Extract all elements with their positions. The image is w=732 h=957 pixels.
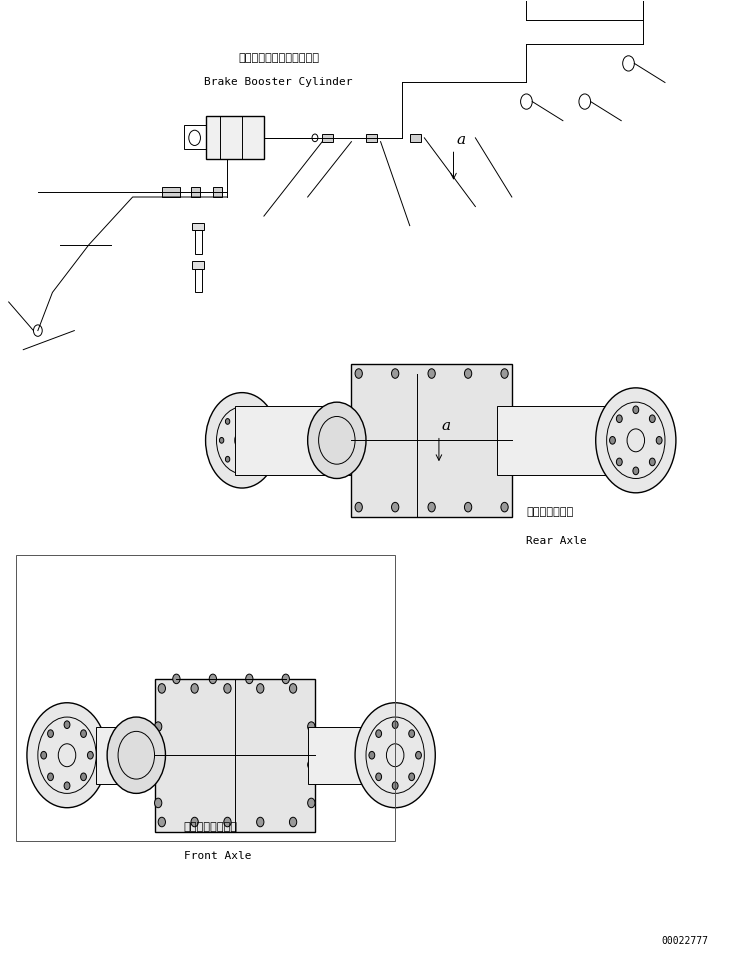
Bar: [16, 555, 395, 841]
Circle shape: [392, 502, 399, 512]
Circle shape: [501, 368, 508, 378]
Circle shape: [416, 751, 422, 759]
Circle shape: [48, 773, 53, 781]
Bar: [322, 134, 333, 142]
Circle shape: [376, 730, 381, 738]
Circle shape: [81, 730, 86, 738]
Circle shape: [209, 674, 217, 683]
Circle shape: [428, 502, 436, 512]
Circle shape: [610, 436, 616, 444]
Text: ブレーキブースタシリンダ: ブレーキブースタシリンダ: [238, 54, 319, 63]
Bar: [184, 125, 206, 149]
Circle shape: [257, 683, 264, 693]
Circle shape: [464, 502, 471, 512]
Circle shape: [107, 717, 165, 793]
Circle shape: [81, 773, 86, 781]
Circle shape: [64, 782, 70, 790]
Circle shape: [154, 798, 162, 808]
Circle shape: [355, 368, 362, 378]
Circle shape: [254, 418, 258, 424]
Text: フロントアクスル: フロントアクスル: [184, 822, 238, 832]
Text: a: a: [456, 133, 466, 146]
Circle shape: [289, 683, 296, 693]
Circle shape: [191, 683, 198, 693]
Circle shape: [355, 702, 436, 808]
Circle shape: [633, 467, 639, 475]
Circle shape: [307, 402, 366, 478]
Circle shape: [376, 773, 381, 781]
Circle shape: [464, 368, 471, 378]
Bar: [193, 223, 204, 231]
Circle shape: [154, 722, 162, 731]
Bar: [162, 188, 180, 197]
Circle shape: [392, 721, 398, 728]
Text: リヤーアクスル: リヤーアクスル: [526, 507, 574, 517]
Text: a: a: [441, 419, 451, 433]
Circle shape: [27, 702, 107, 808]
Circle shape: [307, 722, 315, 731]
Circle shape: [154, 760, 162, 769]
Circle shape: [616, 415, 622, 423]
Text: 00022777: 00022777: [662, 936, 709, 946]
Circle shape: [501, 502, 508, 512]
Circle shape: [633, 406, 639, 413]
Bar: [195, 269, 202, 293]
Circle shape: [48, 730, 53, 738]
Circle shape: [355, 502, 362, 512]
Circle shape: [240, 411, 244, 416]
Text: Front Axle: Front Axle: [184, 851, 251, 860]
Bar: [366, 134, 377, 142]
Circle shape: [225, 418, 230, 424]
Bar: [96, 726, 169, 784]
Circle shape: [289, 817, 296, 827]
Circle shape: [220, 437, 224, 443]
Circle shape: [307, 760, 315, 769]
Bar: [154, 679, 315, 832]
Circle shape: [257, 817, 264, 827]
Circle shape: [191, 817, 198, 827]
Circle shape: [408, 773, 414, 781]
Bar: [191, 188, 200, 197]
Circle shape: [392, 368, 399, 378]
Bar: [235, 406, 366, 475]
Circle shape: [261, 437, 265, 443]
Circle shape: [173, 674, 180, 683]
Circle shape: [408, 730, 414, 738]
Circle shape: [41, 751, 47, 759]
Bar: [206, 116, 264, 159]
Circle shape: [87, 751, 93, 759]
Text: Brake Booster Cylinder: Brake Booster Cylinder: [204, 78, 353, 87]
Bar: [213, 188, 222, 197]
Bar: [497, 406, 629, 475]
Bar: [307, 726, 381, 784]
Circle shape: [307, 798, 315, 808]
Circle shape: [240, 464, 244, 470]
Circle shape: [225, 456, 230, 462]
Circle shape: [392, 782, 398, 790]
Bar: [193, 261, 204, 269]
Circle shape: [369, 751, 375, 759]
Circle shape: [224, 817, 231, 827]
Circle shape: [649, 415, 655, 423]
Circle shape: [224, 683, 231, 693]
Bar: [410, 134, 421, 142]
Circle shape: [158, 683, 165, 693]
Circle shape: [428, 368, 436, 378]
Circle shape: [282, 674, 289, 683]
Circle shape: [616, 458, 622, 466]
Bar: [195, 231, 202, 255]
Circle shape: [254, 456, 258, 462]
Text: Rear Axle: Rear Axle: [526, 536, 587, 545]
Circle shape: [206, 392, 278, 488]
Bar: [351, 364, 512, 517]
Circle shape: [596, 388, 676, 493]
Circle shape: [656, 436, 662, 444]
Circle shape: [64, 721, 70, 728]
Circle shape: [158, 817, 165, 827]
Circle shape: [246, 674, 253, 683]
Circle shape: [649, 458, 655, 466]
